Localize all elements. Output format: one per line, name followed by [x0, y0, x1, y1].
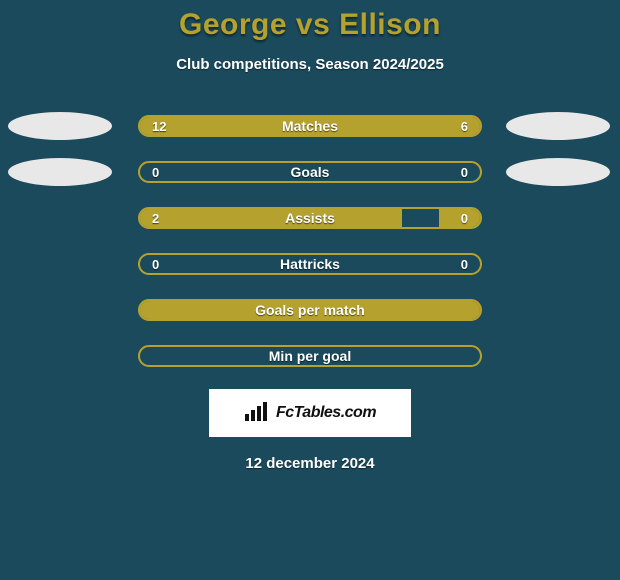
stat-label: Hattricks — [140, 255, 480, 273]
stat-bar: Hattricks0 0 — [138, 253, 482, 275]
stat-value-left: 2 — [152, 209, 159, 227]
stat-row: Hattricks0 0 — [0, 253, 620, 275]
brand-text: FcTables.com — [276, 404, 376, 422]
stat-bar: Matches12 6 — [138, 115, 482, 137]
stat-row: Goals0 0 — [0, 161, 620, 183]
stat-bar: Goals per match — [138, 299, 482, 321]
stat-value-left: 12 — [152, 117, 166, 135]
comparison-widget: George vs Ellison Club competitions, Sea… — [0, 0, 620, 472]
brand-badge[interactable]: FcTables.com — [209, 389, 411, 437]
stat-value-left: 0 — [152, 255, 159, 273]
date-text: 12 december 2024 — [0, 455, 620, 472]
stat-value-right: 6 — [461, 117, 468, 135]
stat-bar: Min per goal — [138, 345, 482, 367]
player-left-marker — [8, 112, 112, 140]
stat-row: Goals per match — [0, 299, 620, 321]
stat-bar: Goals0 0 — [138, 161, 482, 183]
stat-value-right: 0 — [461, 255, 468, 273]
subtitle: Club competitions, Season 2024/2025 — [0, 56, 620, 73]
stat-row: Matches12 6 — [0, 115, 620, 137]
stat-row: Min per goal — [0, 345, 620, 367]
page-title: George vs Ellison — [0, 8, 620, 42]
stat-label: Assists — [140, 209, 480, 227]
chart-icon — [244, 400, 270, 427]
stat-row: Assists2 0 — [0, 207, 620, 229]
stat-label: Goals per match — [140, 301, 480, 319]
player-left-marker — [8, 158, 112, 186]
stats-list: Matches126Goals00Assists20Hattricks00Goa… — [0, 115, 620, 367]
stat-value-right: 0 — [461, 163, 468, 181]
stat-label: Goals — [140, 163, 480, 181]
player-right-marker — [506, 158, 610, 186]
stat-label: Min per goal — [140, 347, 480, 365]
player-right-marker — [506, 112, 610, 140]
stat-value-right: 0 — [461, 209, 468, 227]
stat-label: Matches — [140, 117, 480, 135]
stat-value-left: 0 — [152, 163, 159, 181]
stat-bar: Assists2 0 — [138, 207, 482, 229]
